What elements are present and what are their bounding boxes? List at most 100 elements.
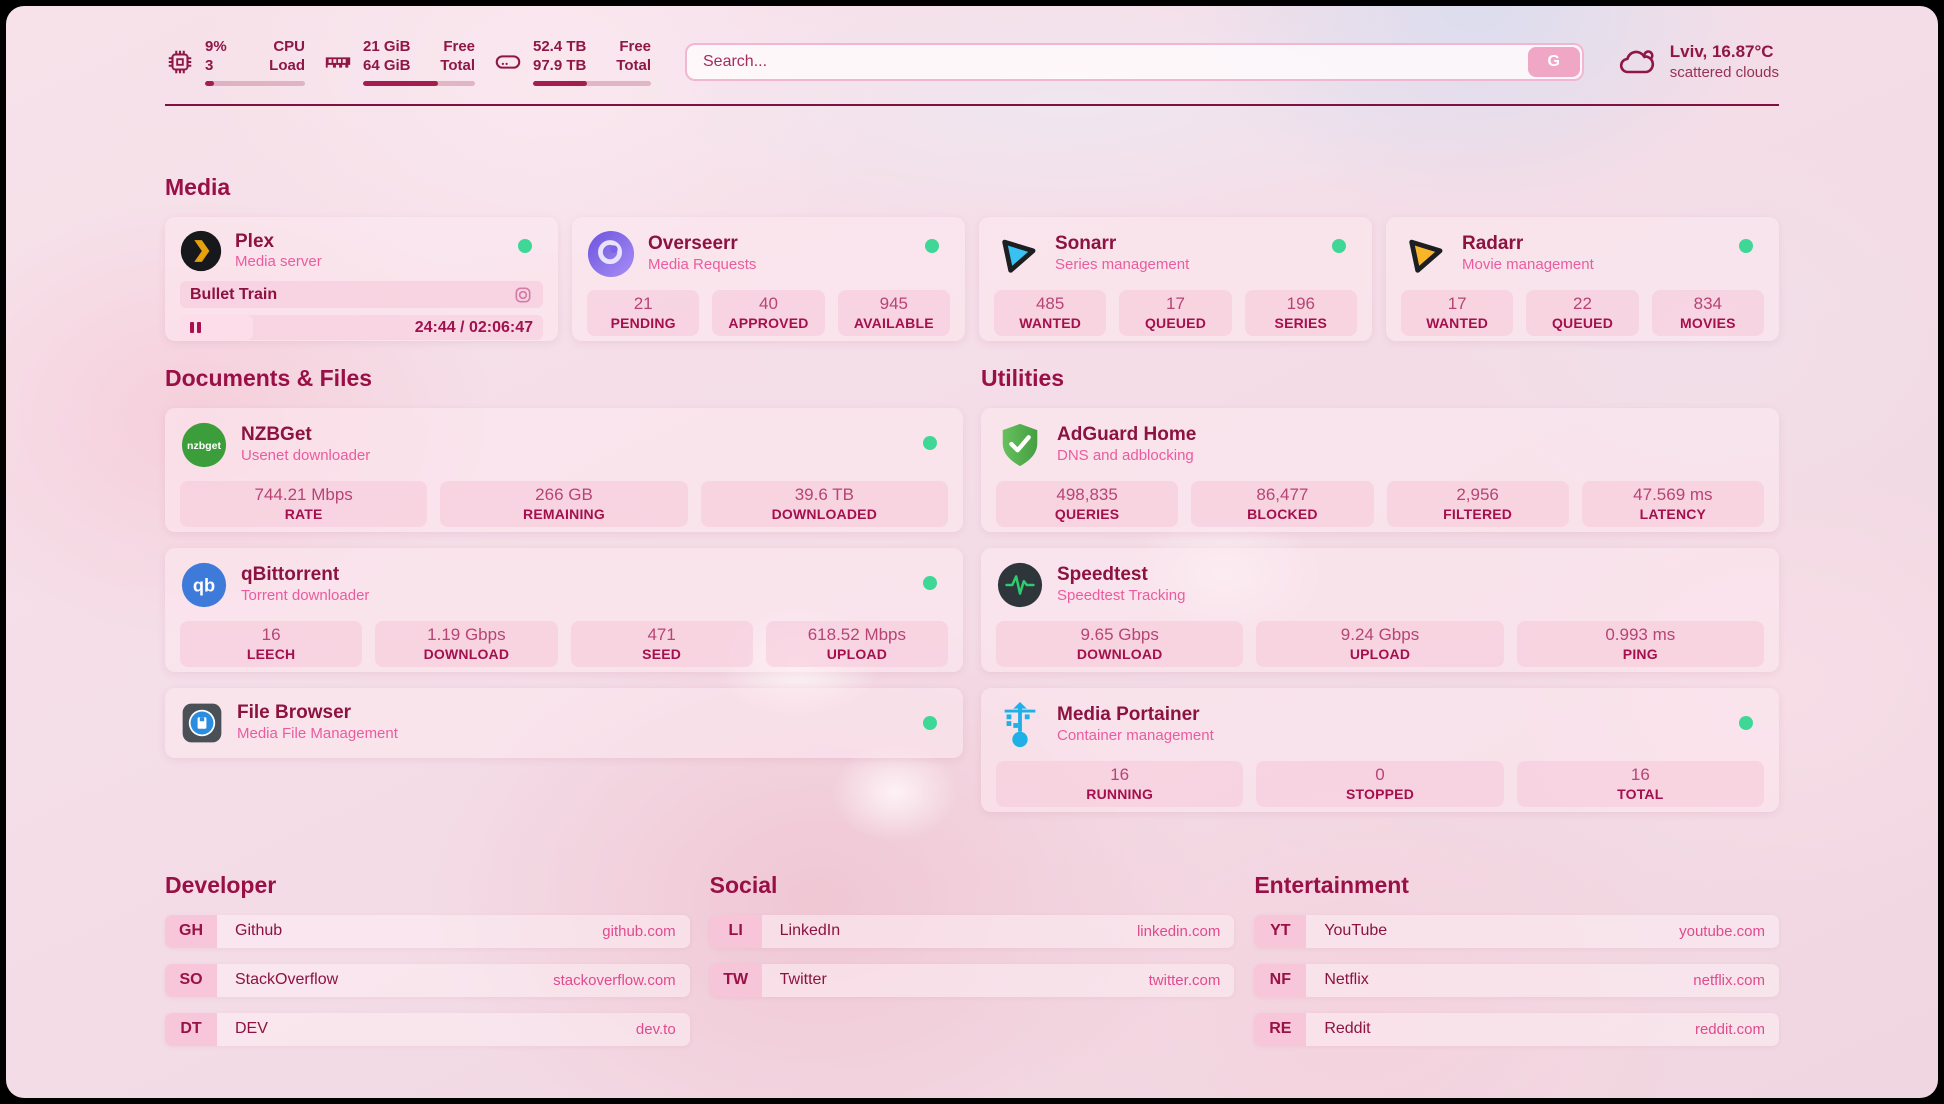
bookmark-name: DEV bbox=[235, 1020, 268, 1037]
stat-value: 39.6 TB bbox=[794, 485, 854, 504]
cpu-label2: Load bbox=[269, 56, 305, 74]
stat-label: SEED bbox=[642, 646, 682, 662]
bookmark-name: Reddit bbox=[1324, 1020, 1371, 1037]
app-card-qbittorrent[interactable]: qb qBittorrent Torrent downloader 16 LEE… bbox=[165, 547, 963, 672]
stat-label: WANTED bbox=[1019, 315, 1082, 331]
app-name: Sonarr bbox=[1055, 233, 1117, 255]
bookmark-name: Github bbox=[235, 922, 283, 939]
stat-value: 2,956 bbox=[1456, 485, 1499, 504]
app-card-speedtest[interactable]: Speedtest Speedtest Tracking 9.65 Gbps D… bbox=[981, 547, 1779, 672]
stat-tile: 485 WANTED bbox=[994, 289, 1107, 336]
memory-total: 64 GiB bbox=[363, 56, 411, 74]
playback-time: 24:44 / 02:06:47 bbox=[414, 318, 533, 336]
app-card-nzbget[interactable]: nzbget NZBGet Usenet downloader 744.21 M… bbox=[165, 407, 963, 532]
bookmark-abbr: LI bbox=[709, 914, 762, 948]
stat-label: TOTAL bbox=[1617, 786, 1664, 802]
app-card-radarr[interactable]: Radarr Movie management 17 WANTED 22 QUE… bbox=[1386, 216, 1779, 341]
section-title-utilities: Utilities bbox=[981, 364, 1065, 391]
memory-stat: 21 GiB 64 GiB Free Total bbox=[323, 38, 475, 86]
search-input[interactable] bbox=[685, 42, 1584, 81]
player-icon[interactable] bbox=[513, 285, 533, 305]
now-playing-row: Bullet Train bbox=[180, 281, 543, 308]
cpu-icon bbox=[168, 50, 192, 73]
stat-value: 485 bbox=[1035, 294, 1065, 313]
stat-tile: 21 PENDING bbox=[587, 289, 700, 336]
nzbget-icon: nzbget bbox=[181, 422, 227, 467]
stat-value: 471 bbox=[647, 625, 676, 644]
pause-icon[interactable] bbox=[190, 322, 201, 333]
cpu-label: CPU bbox=[273, 38, 305, 55]
bookmark-reddit[interactable]: RE Reddit reddit.com bbox=[1254, 1012, 1779, 1046]
stat-tile: 17 WANTED bbox=[1401, 289, 1514, 336]
stat-label: PENDING bbox=[610, 315, 676, 331]
app-subtitle: Series management bbox=[1055, 256, 1190, 273]
disk-label2: Total bbox=[616, 56, 651, 74]
section-title-documents: Documents & Files bbox=[165, 364, 373, 391]
stat-tile: 16 RUNNING bbox=[996, 760, 1244, 807]
stat-value: 0.993 ms bbox=[1605, 625, 1676, 644]
app-card-overseerr[interactable]: Overseerr Media Requests 21 PENDING 40 A… bbox=[572, 216, 965, 341]
bookmark-abbr: SO bbox=[165, 963, 217, 997]
stat-tile: 266 GB REMAINING bbox=[440, 480, 688, 527]
status-dot bbox=[1739, 715, 1753, 730]
stat-label: WANTED bbox=[1426, 315, 1489, 331]
now-playing-title: Bullet Train bbox=[190, 285, 278, 303]
bookmark-name: StackOverflow bbox=[235, 971, 339, 988]
app-subtitle: DNS and adblocking bbox=[1057, 447, 1194, 464]
svg-text:nzbget: nzbget bbox=[187, 439, 221, 451]
app-subtitle: Speedtest Tracking bbox=[1057, 587, 1186, 604]
stat-label: LATENCY bbox=[1639, 506, 1707, 522]
stat-label: APPROVED bbox=[728, 315, 809, 331]
app-card-plex[interactable]: Plex Media server Bullet Train 24:44 / 0… bbox=[165, 216, 558, 341]
bookmark-stackoverflow[interactable]: SO StackOverflow stackoverflow.com bbox=[165, 963, 690, 997]
stat-tile: 945 AVAILABLE bbox=[837, 289, 950, 336]
bookmark-github[interactable]: GH Github github.com bbox=[165, 914, 690, 948]
stat-label: LEECH bbox=[246, 646, 296, 662]
app-card-filebrowser[interactable]: File Browser Media File Management bbox=[165, 687, 963, 758]
stat-value: 618.52 Mbps bbox=[807, 625, 907, 644]
stat-value: 16 bbox=[1110, 765, 1130, 784]
bookmark-netflix[interactable]: NF Netflix netflix.com bbox=[1254, 963, 1779, 997]
stat-tile: 498,835 QUERIES bbox=[996, 480, 1179, 527]
bookmark-abbr: RE bbox=[1254, 1012, 1307, 1046]
memory-label: Free bbox=[443, 38, 475, 55]
app-card-portainer[interactable]: Media Portainer Container management 16 … bbox=[981, 687, 1779, 812]
disk-label: Free bbox=[619, 38, 651, 55]
stat-tile: 618.52 Mbps UPLOAD bbox=[765, 620, 948, 667]
stat-label: QUEUED bbox=[1551, 315, 1614, 331]
stat-value: 196 bbox=[1286, 294, 1316, 313]
stat-value: 21 bbox=[633, 294, 653, 313]
weather-widget: Lviv, 16.87°C scattered clouds bbox=[1618, 41, 1779, 83]
status-dot bbox=[1332, 238, 1346, 253]
stat-tile: 17 QUEUED bbox=[1119, 289, 1232, 336]
app-subtitle: Torrent downloader bbox=[241, 587, 370, 604]
cloud-icon bbox=[1619, 50, 1654, 74]
stat-value: 22 bbox=[1573, 294, 1592, 313]
portainer-icon bbox=[1004, 701, 1036, 747]
status-dot bbox=[925, 238, 939, 253]
app-name: qBittorrent bbox=[241, 564, 340, 586]
stat-tile: 22 QUEUED bbox=[1526, 289, 1639, 336]
search-engine-button[interactable]: G bbox=[1527, 46, 1580, 77]
stat-value: 498,835 bbox=[1056, 485, 1118, 504]
bookmark-linkedin[interactable]: LI LinkedIn linkedin.com bbox=[709, 914, 1235, 948]
stat-value: 266 GB bbox=[535, 485, 593, 504]
qbittorrent-icon: qb bbox=[181, 562, 227, 607]
stat-value: 17 bbox=[1447, 294, 1467, 313]
stat-tile: 744.21 Mbps RATE bbox=[180, 480, 428, 527]
stat-tile: 471 SEED bbox=[570, 620, 753, 667]
radarr-icon bbox=[1409, 239, 1443, 273]
bookmark-dev[interactable]: DT DEV dev.to bbox=[165, 1012, 690, 1046]
stat-label: UPLOAD bbox=[1349, 646, 1411, 662]
app-card-sonarr[interactable]: Sonarr Series management 485 WANTED 17 Q… bbox=[979, 216, 1372, 341]
stat-label: UPLOAD bbox=[826, 646, 888, 662]
bookmark-twitter[interactable]: TW Twitter twitter.com bbox=[709, 963, 1235, 997]
app-card-adguard[interactable]: AdGuard Home DNS and adblocking 498,835 … bbox=[981, 407, 1779, 532]
app-name: Overseerr bbox=[648, 233, 738, 255]
app-name: File Browser bbox=[237, 702, 352, 724]
bookmark-youtube[interactable]: YT YouTube youtube.com bbox=[1254, 914, 1779, 948]
header: 9% 3 CPU Load bbox=[165, 38, 1779, 86]
bookmark-name: Twitter bbox=[779, 971, 827, 988]
disk-progressbar bbox=[533, 80, 651, 86]
bookmark-url: reddit.com bbox=[1694, 1020, 1765, 1038]
